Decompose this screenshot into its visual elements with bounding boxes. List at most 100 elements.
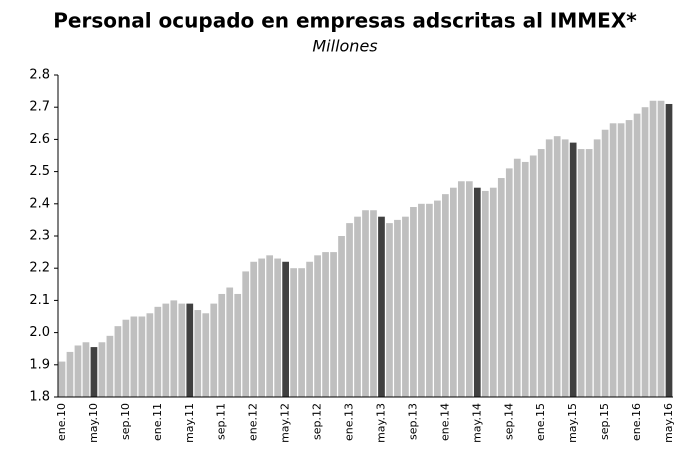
bar	[234, 293, 242, 397]
bar	[457, 181, 465, 397]
y-tick-label: 2.4	[29, 196, 50, 211]
bar	[98, 342, 106, 397]
bar	[378, 216, 385, 397]
bar	[553, 136, 561, 397]
bar	[82, 342, 90, 397]
x-tick-label: may.16	[662, 403, 675, 443]
bar	[593, 139, 601, 397]
bar	[418, 203, 425, 397]
bar	[122, 319, 130, 397]
bar	[138, 316, 146, 397]
bar	[178, 303, 186, 397]
bar	[601, 129, 609, 398]
bar	[186, 303, 194, 397]
bar	[481, 190, 489, 397]
bar	[258, 258, 266, 397]
bar	[545, 139, 553, 397]
bar	[625, 120, 633, 397]
bar	[242, 271, 250, 397]
bar	[322, 252, 329, 397]
bar	[394, 219, 401, 397]
y-tick-label: 2.7	[29, 100, 50, 115]
bar	[649, 100, 657, 397]
bar	[537, 149, 545, 397]
x-tick-label: ene.10	[55, 403, 68, 441]
x-tick-label: ene.14	[438, 403, 451, 441]
y-tick-label: 1.9	[29, 357, 50, 372]
bar	[226, 287, 234, 397]
bar	[314, 255, 321, 397]
y-tick-label: 2.2	[29, 261, 50, 276]
y-tick-label: 2.6	[29, 132, 50, 147]
bar	[306, 261, 313, 397]
bar	[266, 255, 274, 397]
bar	[505, 168, 513, 397]
bar	[370, 210, 377, 397]
x-tick-label: ene.12	[247, 403, 260, 441]
x-tick-label: ene.15	[534, 403, 547, 441]
bar	[210, 303, 218, 397]
x-tick-label: sep.11	[215, 403, 228, 440]
bar	[577, 149, 585, 397]
x-tick-label: may.13	[374, 403, 387, 443]
bar	[402, 216, 409, 397]
bar	[194, 310, 202, 397]
x-tick-label: sep.12	[311, 403, 324, 440]
x-tick-label: may.11	[183, 403, 196, 443]
x-tick-label: sep.15	[598, 403, 611, 440]
bar	[529, 155, 537, 397]
bar	[106, 335, 114, 397]
bar	[130, 316, 138, 397]
bar	[513, 158, 521, 397]
x-tick-label: may.12	[279, 403, 292, 443]
bar	[641, 107, 649, 397]
bar	[410, 207, 417, 397]
bar	[497, 178, 505, 397]
bar	[633, 113, 641, 397]
bar	[609, 123, 617, 398]
bar	[442, 194, 449, 397]
bar	[218, 293, 226, 397]
bar	[202, 313, 210, 397]
bar	[561, 139, 569, 397]
bar	[465, 181, 473, 397]
bar	[170, 300, 178, 397]
y-tick-label: 2.0	[29, 325, 50, 340]
x-tick-label: ene.13	[343, 403, 356, 441]
y-tick-label: 2.8	[29, 68, 50, 83]
x-tick-label: may.15	[566, 403, 579, 443]
bar	[114, 326, 122, 397]
bar	[362, 210, 369, 397]
bar	[154, 306, 162, 397]
bar	[521, 161, 529, 397]
bar	[657, 100, 665, 397]
bar	[274, 258, 281, 397]
x-tick-label: sep.10	[119, 403, 132, 440]
bar	[585, 149, 593, 397]
x-tick-label: may.14	[470, 403, 483, 443]
x-tick-label: ene.11	[151, 403, 164, 441]
bar	[617, 123, 625, 398]
bar	[250, 261, 258, 397]
bar	[290, 268, 297, 397]
x-tick-label: may.10	[87, 403, 100, 443]
bar	[330, 252, 337, 397]
bar	[665, 103, 673, 397]
bar	[450, 187, 457, 397]
bar	[489, 187, 497, 397]
x-tick-label: sep.14	[502, 403, 515, 440]
chart-subtitle: Millones	[312, 37, 377, 56]
bar	[569, 142, 577, 397]
bar	[338, 236, 345, 397]
bar	[426, 203, 433, 397]
x-tick-label: sep.13	[406, 403, 419, 440]
bar	[386, 223, 393, 397]
bar	[298, 268, 305, 397]
bar	[346, 223, 353, 397]
y-tick-label: 1.8	[29, 390, 50, 405]
y-tick-label: 2.5	[29, 164, 50, 179]
x-tick-label: ene.16	[630, 403, 643, 441]
y-tick-label: 2.1	[29, 293, 50, 308]
bar	[146, 313, 154, 397]
